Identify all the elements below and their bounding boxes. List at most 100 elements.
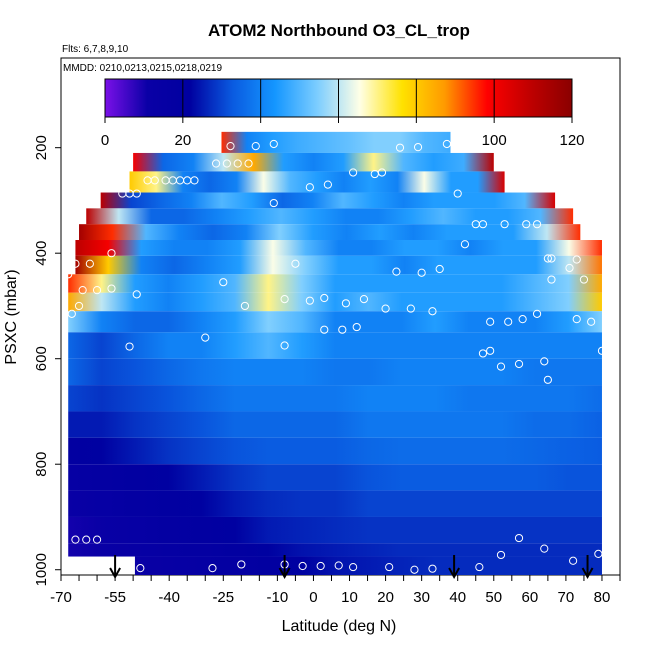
heatmap-band [68, 358, 602, 386]
heatmap-band [129, 171, 505, 193]
x-tick-label: 30 [413, 589, 430, 606]
sample-point [269, 198, 278, 208]
y-tick-label: 800 [33, 452, 50, 477]
x-tick-label: -70 [50, 589, 72, 606]
x-tick-label: -10 [267, 589, 289, 606]
sample-point [92, 535, 102, 544]
sample-point [597, 346, 607, 355]
heatmap-band [75, 255, 602, 275]
sample-point [395, 143, 405, 152]
y-axis-label: PSXC (mbar) [3, 269, 20, 364]
sample-point [211, 159, 221, 168]
sample-point [338, 325, 347, 334]
sample-point [352, 322, 361, 332]
sample-point [385, 562, 394, 572]
heatmap-band [68, 385, 602, 412]
sample-point [518, 315, 527, 324]
chart-title: ATOM2 Northbound O3_CL_trop [208, 21, 470, 40]
sample-point [240, 301, 250, 311]
x-tick-label: -40 [158, 589, 180, 606]
sample-point [377, 168, 387, 177]
sample-point [107, 249, 116, 258]
sample-point [478, 220, 488, 229]
heatmap-band [221, 131, 451, 153]
sample-point [453, 189, 462, 198]
sample-point [435, 264, 444, 274]
x-tick-label: -25 [212, 589, 234, 606]
sample-point [349, 168, 358, 177]
x-tick-label: 0 [309, 589, 317, 606]
sample-point [74, 301, 84, 311]
heatmap-band [75, 240, 602, 256]
x-tick-label: -55 [104, 589, 126, 606]
sample-point [522, 220, 531, 229]
sample-point [496, 550, 506, 560]
sample-point [208, 564, 217, 573]
sample-point [500, 220, 509, 229]
sample-point [543, 375, 552, 384]
x-tick-label: 50 [485, 589, 502, 606]
sample-points [64, 139, 607, 574]
sample-point [547, 275, 556, 284]
sample-point [579, 275, 589, 284]
sample-point [107, 284, 116, 293]
heatmap-band [68, 464, 602, 491]
colorbar-tick-label: 0 [101, 132, 109, 149]
sample-point [442, 139, 451, 149]
sample-point [323, 180, 332, 189]
sample-point [572, 255, 581, 264]
x-tick-label: 80 [594, 589, 611, 606]
sample-point [417, 268, 426, 277]
heatmap [68, 131, 602, 575]
flight-arrow [581, 555, 594, 580]
sample-point [251, 142, 260, 151]
sample-point [475, 562, 484, 572]
y-axis: 200 400 600 800 1000 [33, 135, 61, 586]
heatmap-band [133, 152, 494, 172]
sample-point [413, 143, 423, 152]
sample-point [349, 562, 358, 572]
sample-point [233, 159, 242, 168]
sample-point [514, 533, 524, 543]
sample-point [478, 349, 488, 358]
sample-point [569, 556, 578, 565]
sample-point [428, 564, 437, 573]
sample-point [486, 346, 495, 355]
sample-point [381, 304, 390, 313]
x-tick-label: 20 [377, 589, 394, 606]
flight-arrow [109, 555, 121, 580]
sample-point [334, 561, 343, 570]
heatmap-band [100, 192, 556, 209]
x-tick-label: 10 [341, 589, 358, 606]
sample-point [85, 259, 94, 268]
sample-point [125, 342, 134, 351]
sample-point [201, 333, 210, 342]
sample-point [565, 263, 574, 273]
sample-point [136, 564, 145, 573]
sample-point [460, 240, 470, 249]
colorbar-tick-label: 120 [559, 132, 584, 149]
sample-point [406, 304, 415, 313]
flight-arrow [448, 555, 460, 580]
sample-point [540, 544, 549, 553]
sample-point [547, 254, 556, 263]
x-tick-label: 40 [449, 589, 466, 606]
sample-point [291, 259, 300, 268]
heatmap-band [68, 516, 602, 544]
colorbar-tick-label: 20 [174, 132, 191, 149]
y-tick-label: 1000 [33, 553, 50, 586]
sample-point [320, 293, 329, 303]
sample-point [226, 142, 235, 151]
sample-point [280, 341, 289, 350]
sample-point [532, 220, 542, 229]
x-tick-label: 70 [558, 589, 575, 606]
heatmap-band [68, 332, 602, 359]
sample-point [320, 325, 329, 334]
sample-point [486, 317, 495, 326]
sample-point [594, 549, 603, 558]
sample-point [359, 294, 369, 304]
sample-point [150, 176, 159, 185]
sample-point [316, 561, 325, 571]
x-tick-label: 60 [521, 589, 538, 606]
